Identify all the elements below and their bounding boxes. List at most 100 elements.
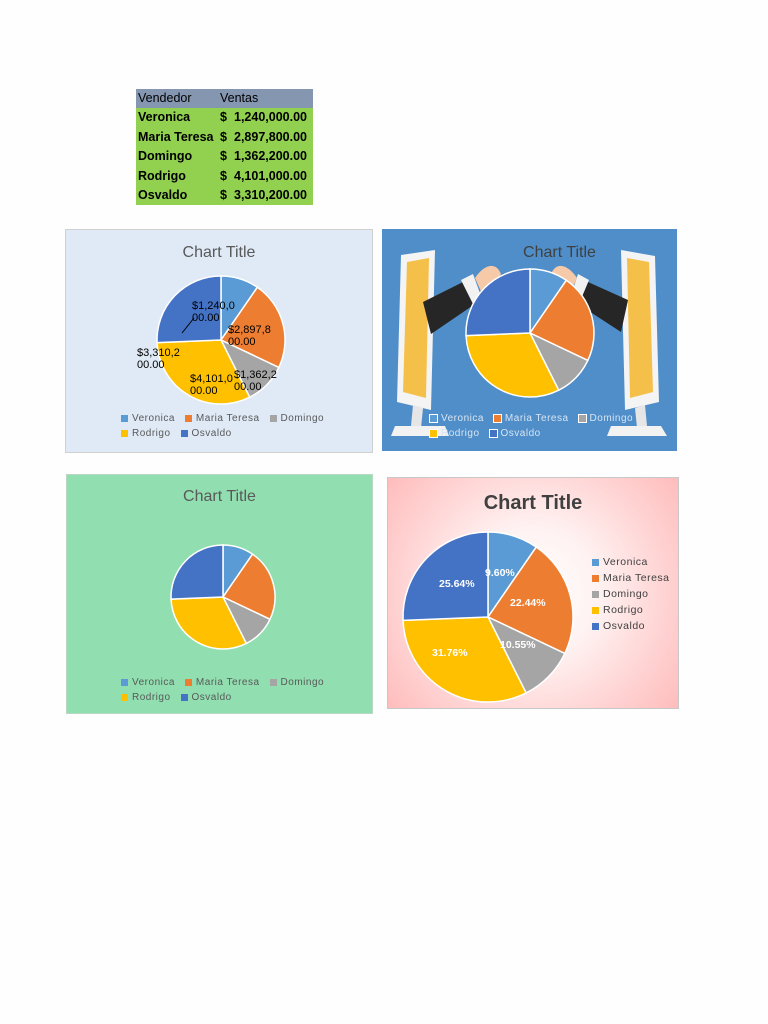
legend-label: Rodrigo: [603, 604, 644, 616]
data-label: $2,897,8 00.00: [228, 324, 271, 348]
legend-label: Domingo: [280, 413, 325, 424]
chart-title: Chart Title: [183, 488, 256, 505]
percent-label: 10.55%: [500, 639, 536, 651]
data-label: $4,101,0 00.00: [190, 373, 233, 397]
legend-label: Maria Teresa: [504, 413, 569, 424]
currency-symbol: $: [220, 129, 227, 144]
ventas-cell: $1,240,000.00: [218, 108, 313, 128]
legend-swatch: [180, 694, 188, 701]
chart-legend: Veronica Maria Teresa Domingo Rodrigo Osvald…: [121, 677, 324, 707]
legend-item: Maria Teresa: [184, 413, 260, 424]
amount-value: 4,101,000.00: [234, 168, 307, 183]
pie-slice-rodrigo[interactable]: [465, 332, 560, 398]
right-monitor-icon: [607, 250, 667, 436]
amount-value: 3,310,200.00: [234, 188, 307, 203]
legend-item: Osvaldo: [488, 428, 541, 439]
legend-item: Veronica: [121, 413, 175, 424]
legend-item: Rodrigo: [121, 692, 171, 703]
legend-item: Domingo: [577, 413, 634, 424]
amount-value: 1,362,200.00: [234, 149, 307, 164]
background-picture: [391, 250, 667, 436]
vendedor-cell: Maria Teresa: [136, 127, 218, 148]
pie-slice-rodrigo[interactable]: [156, 339, 251, 405]
vendedor-cell: Veronica: [136, 108, 218, 128]
chart-legend: Veronica Maria Teresa Domingo Rodrigo Osvald…: [592, 556, 670, 636]
pie-slice-rodrigo[interactable]: [402, 616, 528, 703]
percent-label: 31.76%: [432, 647, 468, 659]
legend-swatch: [121, 679, 128, 686]
pie-chart-2: [465, 268, 595, 398]
legend-item: Rodrigo: [429, 428, 480, 439]
currency-symbol: $: [220, 188, 227, 203]
legend-item: Domingo: [592, 588, 670, 600]
chart-title: Chart Title: [182, 244, 256, 261]
table-row: Maria Teresa $2,897,800.00: [136, 127, 313, 148]
legend-swatch: [121, 430, 128, 437]
legend-item: Rodrigo: [121, 428, 171, 439]
legend-swatch: [488, 429, 498, 438]
legend-item: Veronica: [429, 413, 484, 424]
chart-panel-1[interactable]: Chart Title Veronica Maria Teresa Domingo R…: [65, 229, 373, 453]
legend-label: Domingo: [589, 413, 634, 424]
legend-swatch: [492, 414, 502, 423]
legend-item: Osvaldo: [592, 620, 670, 632]
legend-swatch: [577, 414, 587, 423]
legend-swatch: [269, 679, 277, 686]
chart-title: Chart Title: [483, 492, 583, 514]
legend-label: Domingo: [603, 588, 649, 600]
legend-label: Veronica: [132, 677, 175, 688]
amount-value: 2,897,800.00: [234, 129, 307, 144]
table-row: Osvaldo $3,310,200.00: [136, 186, 313, 206]
legend-swatch: [592, 574, 599, 582]
amount-value: 1,240,000.00: [234, 110, 307, 125]
leader-line: [181, 317, 195, 334]
chart-panel-2[interactable]: Chart Title Veronica Maria Teresa Domingo R…: [382, 229, 677, 451]
legend-item: Domingo: [269, 413, 325, 424]
legend-label: Rodrigo: [441, 428, 480, 439]
currency-symbol: $: [220, 149, 227, 164]
sales-table: Vendedor Ventas Veronica $1,240,000.00 Mar…: [136, 89, 313, 206]
chart-panel-4[interactable]: Chart Title Veronica Maria Teresa Domingo R…: [387, 477, 679, 709]
table-row: Veronica $1,240,000.00: [136, 108, 313, 128]
data-label: $3,310,2 00.00: [137, 347, 180, 371]
ventas-cell: $3,310,200.00: [218, 186, 313, 206]
legend-label: Maria Teresa: [195, 677, 260, 688]
legend-item: Maria Teresa: [492, 413, 569, 424]
legend-label: Osvaldo: [500, 428, 541, 439]
legend-item: Osvaldo: [180, 428, 232, 439]
left-arm-icon: [423, 265, 501, 334]
legend-label: Domingo: [280, 677, 325, 688]
ventas-cell: $1,362,200.00: [218, 147, 313, 167]
legend-item: Veronica: [592, 556, 670, 568]
legend-item: Osvaldo: [180, 692, 232, 703]
vendedor-cell: Osvaldo: [136, 186, 218, 206]
legend-item: Rodrigo: [592, 604, 670, 616]
percent-label: 25.64%: [439, 578, 475, 590]
legend-label: Maria Teresa: [195, 413, 260, 424]
legend-swatch: [180, 430, 188, 437]
pie-slice-osvaldo[interactable]: [170, 544, 224, 600]
table-row: Domingo $1,362,200.00: [136, 147, 313, 167]
ventas-cell: $4,101,000.00: [218, 166, 313, 187]
table-row: Rodrigo $4,101,000.00: [136, 166, 313, 187]
legend-label: Veronica: [441, 413, 484, 424]
header-vendedor: Vendedor: [136, 89, 218, 109]
legend-label: Veronica: [603, 556, 648, 568]
pie-slice-osvaldo[interactable]: [402, 531, 489, 622]
legend-swatch: [269, 415, 277, 422]
left-monitor-icon: [391, 250, 449, 436]
legend-label: Osvaldo: [603, 620, 646, 632]
currency-symbol: $: [220, 110, 227, 125]
legend-swatch: [121, 415, 128, 422]
pie-slice-osvaldo[interactable]: [465, 268, 531, 337]
pie-slice-osvaldo[interactable]: [156, 275, 222, 344]
chart-legend: Veronica Maria Teresa Domingo Rodrigo Osvald…: [121, 413, 324, 443]
chart-panel-3[interactable]: Chart Title Veronica Maria Teresa Domingo R…: [66, 474, 373, 714]
legend-label: Veronica: [132, 413, 175, 424]
legend-swatch: [184, 679, 192, 686]
ventas-cell: $2,897,800.00: [218, 127, 313, 148]
percent-label: 9.60%: [485, 567, 515, 579]
table-header-row: Vendedor Ventas: [136, 89, 313, 109]
pie-slice-rodrigo[interactable]: [170, 596, 248, 650]
legend-item: Veronica: [121, 677, 175, 688]
